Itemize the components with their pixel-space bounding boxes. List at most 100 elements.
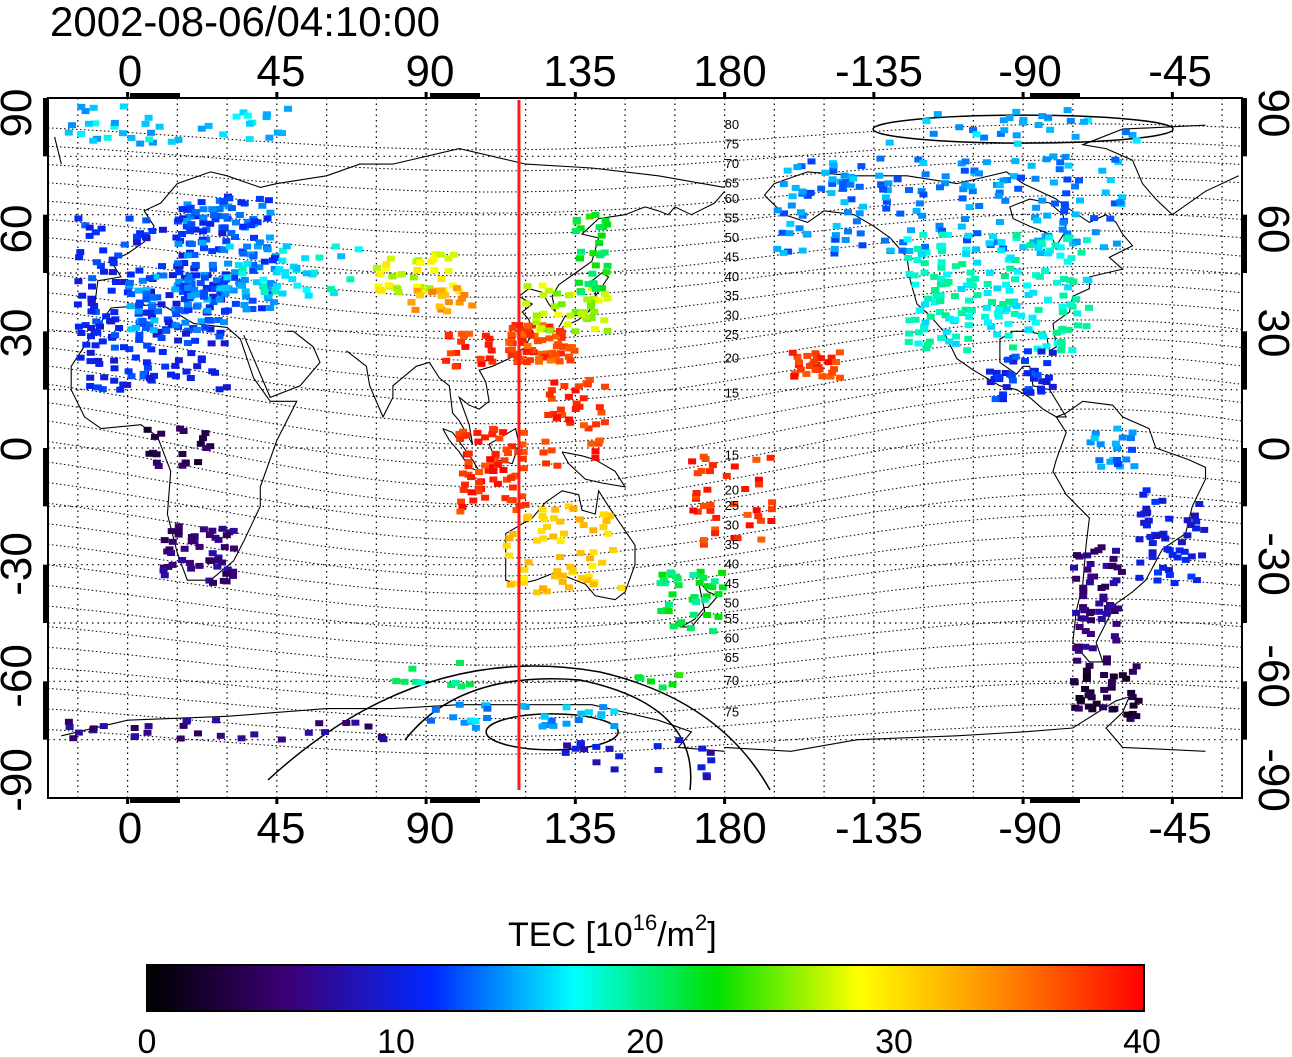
tec-pixel	[838, 185, 847, 192]
tec-pixel	[1098, 167, 1107, 174]
tec-pixel	[193, 363, 202, 370]
tec-pixel	[482, 702, 491, 709]
tec-pixel	[102, 313, 111, 320]
tec-pixel	[1034, 306, 1043, 313]
tec-pixel	[143, 342, 152, 349]
tec-pixel	[951, 293, 959, 300]
tec-pixel	[220, 278, 229, 285]
tec-pixel	[938, 227, 946, 234]
tec-pixel	[558, 578, 567, 585]
tec-pixel	[1110, 633, 1119, 640]
tec-pixel	[881, 194, 890, 201]
tec-pixel	[131, 733, 139, 740]
tec-pixel	[179, 428, 188, 434]
tec-pixel	[708, 584, 717, 591]
tec-pixel	[706, 749, 715, 756]
tec-pixel	[258, 202, 267, 209]
tec-pixel	[1161, 535, 1170, 542]
tec-pixel	[194, 459, 203, 466]
tec-pixel	[411, 306, 420, 313]
tec-pixel	[795, 225, 804, 232]
tec-pixel	[273, 129, 282, 136]
tec-pixel	[549, 722, 558, 729]
tec-pixel	[195, 543, 204, 550]
maglat-label-south: 75	[725, 704, 739, 719]
tec-pixel	[219, 577, 228, 584]
tec-pixel	[539, 535, 548, 542]
tec-pixel	[540, 516, 549, 523]
tec-pixel	[211, 216, 220, 223]
tec-pixel	[488, 358, 497, 365]
tec-pixel	[281, 272, 290, 279]
tec-pixel	[528, 322, 537, 329]
colorbar-tick-10: 10	[377, 1023, 415, 1057]
tec-pixel	[1049, 153, 1058, 160]
tec-pixel	[969, 127, 978, 134]
tec-pixel	[392, 678, 401, 685]
maglat-contour	[47, 471, 1243, 541]
tec-pixel	[469, 497, 478, 504]
lat-right-0: 0	[1249, 437, 1292, 461]
tec-pixel	[924, 295, 933, 302]
tec-pixel	[143, 309, 152, 316]
tec-pixel	[959, 186, 968, 193]
tec-pixel	[1103, 655, 1111, 662]
tec-pixel	[142, 217, 151, 224]
tec-pixel	[1076, 697, 1085, 704]
tec-pixel	[1042, 379, 1051, 385]
frame-bar-right	[1242, 331, 1247, 390]
tec-pixel	[150, 372, 158, 379]
tec-pixel	[1100, 672, 1109, 678]
tec-pixel	[1019, 244, 1028, 251]
tec-pixel	[178, 231, 186, 237]
tec-pixel	[435, 303, 444, 310]
tec-pixel	[553, 462, 562, 469]
tec-pixel	[82, 341, 91, 348]
tec-pixel	[167, 550, 176, 556]
tec-pixel	[952, 333, 961, 340]
tec-pixel	[1033, 372, 1042, 379]
tec-pixel	[87, 300, 96, 307]
tec-pixel	[467, 717, 475, 724]
tec-pixel	[668, 681, 677, 688]
tec-pixel	[1116, 199, 1125, 206]
tec-pixel	[896, 210, 905, 217]
tec-pixel	[539, 310, 548, 317]
tec-pixel	[899, 239, 908, 246]
tec-pixel	[376, 286, 385, 293]
tec-pixel	[1055, 166, 1064, 173]
tec-pixel	[565, 345, 574, 352]
coastline	[70, 303, 298, 581]
tec-pixel	[538, 506, 547, 513]
tec-pixel	[603, 262, 612, 269]
tec-pixel	[211, 369, 219, 376]
tec-pixel	[457, 295, 466, 302]
tec-pixel	[220, 213, 229, 220]
tec-pixel	[798, 212, 807, 219]
tec-pixel	[143, 729, 152, 736]
tec-pixel	[571, 387, 580, 394]
tec-pixel	[917, 188, 926, 195]
tec-pixel	[1064, 284, 1073, 291]
tec-pixel	[1028, 314, 1037, 321]
tec-pixel	[112, 279, 120, 285]
tec-pixel	[64, 718, 73, 725]
tec-pixel	[1135, 574, 1144, 581]
tec-pixel	[246, 120, 254, 127]
tec-pixel	[168, 561, 177, 568]
tec-pixel	[1107, 563, 1116, 570]
tec-pixel	[374, 283, 383, 290]
tec-pixel	[1013, 140, 1022, 147]
tec-pixel	[216, 732, 225, 739]
tec-pixel	[997, 239, 1006, 246]
tec-pixel	[1186, 522, 1195, 528]
tec-pixel	[235, 212, 244, 218]
tec-pixel	[198, 236, 207, 243]
lat-right-m90: -90	[1249, 748, 1292, 812]
tec-pixel	[437, 306, 446, 313]
tec-pixel	[91, 120, 100, 127]
tec-pixel	[1010, 298, 1019, 305]
tec-pixel	[1030, 367, 1039, 374]
frame-bar-top	[1030, 93, 1080, 98]
tec-pixel	[561, 749, 570, 756]
